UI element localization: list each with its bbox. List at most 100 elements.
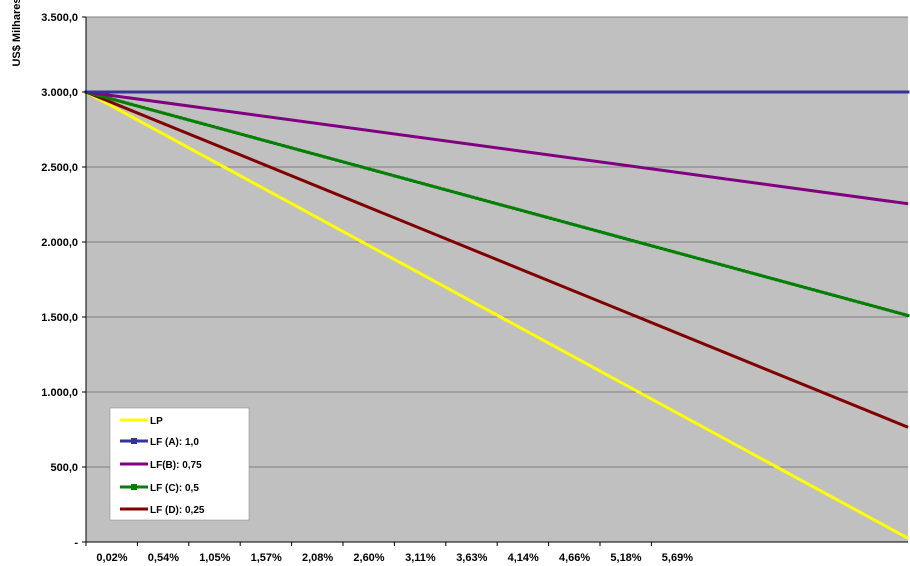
series-marker bbox=[483, 90, 487, 94]
series-marker bbox=[285, 145, 289, 149]
series-marker bbox=[265, 90, 269, 94]
series-marker bbox=[487, 90, 491, 94]
series-marker bbox=[853, 90, 857, 94]
series-marker bbox=[787, 281, 791, 285]
series-marker bbox=[314, 153, 318, 157]
series-marker bbox=[840, 90, 844, 94]
series-marker bbox=[216, 90, 220, 94]
series-marker bbox=[701, 90, 704, 94]
series-marker bbox=[602, 90, 606, 94]
series-marker bbox=[635, 240, 639, 244]
series-marker bbox=[499, 90, 503, 94]
legend-label-lf-d: LF (D): 0,25 bbox=[150, 505, 205, 516]
series-marker bbox=[721, 263, 725, 267]
y-tick-label: 1.000,0 bbox=[41, 387, 78, 399]
series-marker bbox=[668, 249, 672, 253]
series-marker bbox=[676, 251, 680, 255]
series-marker bbox=[557, 90, 561, 94]
series-marker bbox=[672, 250, 676, 254]
series-marker bbox=[742, 90, 746, 94]
series-marker bbox=[207, 90, 211, 94]
series-marker bbox=[754, 90, 758, 94]
series-marker bbox=[109, 90, 113, 94]
series-marker bbox=[836, 295, 840, 299]
series-marker bbox=[816, 90, 820, 94]
series-marker bbox=[203, 90, 207, 94]
series-marker bbox=[709, 260, 713, 264]
series-marker bbox=[142, 106, 146, 110]
series-marker bbox=[861, 90, 865, 94]
series-marker bbox=[302, 90, 306, 94]
series-marker bbox=[442, 90, 446, 94]
series-marker bbox=[285, 90, 289, 94]
series-marker bbox=[117, 90, 121, 94]
series-marker bbox=[306, 150, 310, 154]
series-marker bbox=[174, 90, 178, 94]
series-marker bbox=[462, 193, 466, 197]
series-marker bbox=[109, 97, 113, 101]
series-marker bbox=[396, 175, 400, 179]
series-marker bbox=[281, 90, 285, 94]
series-marker bbox=[166, 90, 170, 94]
series-marker bbox=[318, 154, 322, 158]
series-marker bbox=[474, 196, 478, 200]
series-marker bbox=[442, 187, 446, 191]
series-marker bbox=[877, 90, 881, 94]
series-marker bbox=[298, 90, 302, 94]
series-marker bbox=[220, 127, 224, 131]
series-marker bbox=[906, 90, 910, 94]
series-marker bbox=[783, 90, 787, 94]
series-marker bbox=[372, 90, 376, 94]
series-marker bbox=[672, 90, 676, 94]
series-marker bbox=[273, 141, 277, 145]
series-marker bbox=[507, 90, 511, 94]
series-marker bbox=[491, 90, 495, 94]
legend-label-lp: LP bbox=[150, 416, 163, 427]
series-marker bbox=[606, 232, 610, 236]
series-marker bbox=[454, 90, 458, 94]
series-marker bbox=[791, 282, 795, 286]
series-marker bbox=[750, 90, 754, 94]
series-marker bbox=[322, 90, 326, 94]
series-marker bbox=[154, 90, 158, 94]
series-marker bbox=[232, 90, 236, 94]
series-marker bbox=[524, 90, 528, 94]
series-marker bbox=[290, 146, 293, 150]
series-marker bbox=[326, 90, 330, 94]
series-marker bbox=[627, 90, 631, 94]
series-marker bbox=[331, 90, 335, 94]
series-marker bbox=[836, 90, 840, 94]
series-marker bbox=[540, 214, 544, 218]
x-tick-label: 2,08% bbox=[302, 552, 333, 564]
series-marker bbox=[437, 90, 441, 94]
series-marker bbox=[421, 182, 425, 186]
series-marker bbox=[848, 90, 852, 94]
series-marker bbox=[881, 90, 885, 94]
series-marker bbox=[240, 132, 244, 136]
series-marker bbox=[273, 90, 277, 94]
series-marker bbox=[873, 90, 877, 94]
legend-label-lf-a: LF (A): 1,0 bbox=[150, 437, 199, 448]
series-marker bbox=[462, 90, 466, 94]
y-axis-ticks: - 500,0 1.000,0 1.500,0 2.000,0 2.500,0 3.000,… bbox=[41, 12, 86, 549]
y-tick-label: 3.000,0 bbox=[41, 87, 78, 99]
series-marker bbox=[261, 90, 265, 94]
series-marker bbox=[154, 109, 158, 113]
series-marker bbox=[581, 90, 585, 94]
series-marker bbox=[536, 213, 540, 217]
series-marker bbox=[359, 165, 363, 169]
series-marker bbox=[211, 90, 215, 94]
series-marker bbox=[865, 302, 869, 306]
series-marker bbox=[824, 90, 828, 94]
series-marker bbox=[614, 234, 618, 238]
series-marker bbox=[466, 90, 470, 94]
series-marker bbox=[795, 283, 799, 287]
series-marker bbox=[894, 310, 898, 314]
series-marker bbox=[339, 159, 343, 163]
series-marker bbox=[253, 90, 257, 94]
series-marker bbox=[762, 274, 766, 278]
series-marker bbox=[417, 90, 421, 94]
series-marker bbox=[651, 90, 655, 94]
series-marker bbox=[717, 262, 721, 266]
series-marker bbox=[265, 139, 269, 143]
